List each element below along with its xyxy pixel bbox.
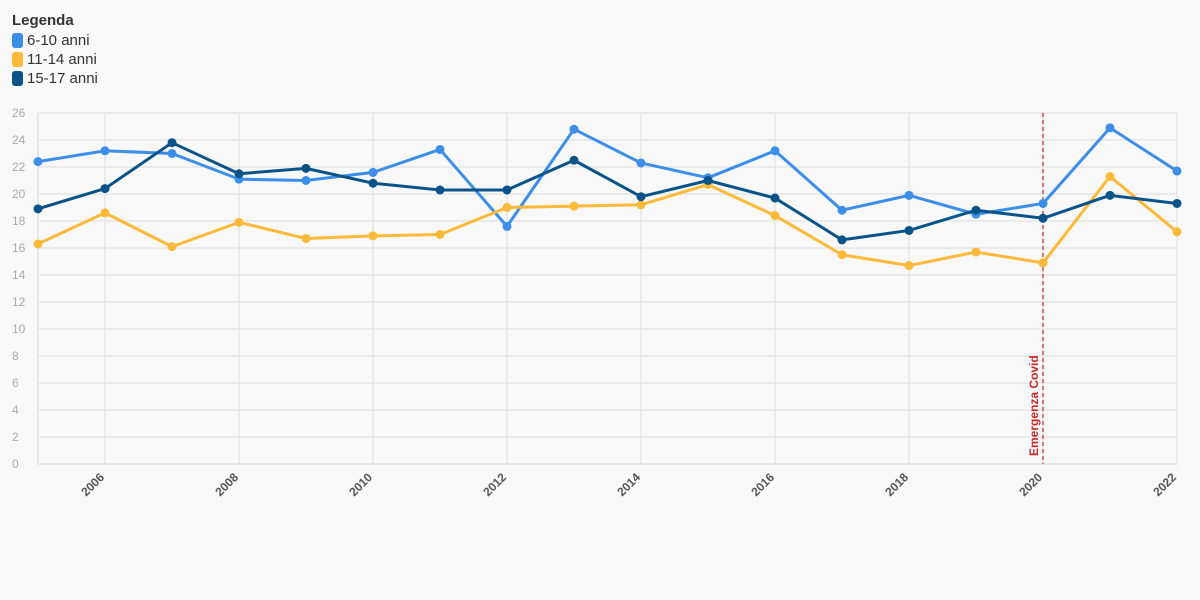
y-tick-label: 22 <box>12 160 26 174</box>
y-tick-label: 6 <box>12 376 19 390</box>
data-point <box>770 211 780 221</box>
data-point <box>435 144 445 154</box>
data-point <box>1038 213 1048 223</box>
data-point <box>971 205 981 215</box>
chart-legend: Legenda 6-10 anni 11-14 anni 15-17 anni <box>12 12 98 88</box>
data-point <box>502 185 512 195</box>
data-point <box>837 250 847 260</box>
x-tick-label: 2014 <box>614 470 643 499</box>
data-point <box>502 203 512 212</box>
data-point <box>770 193 780 203</box>
data-point <box>569 155 579 165</box>
data-point <box>636 192 646 202</box>
data-point <box>904 225 914 235</box>
y-tick-label: 24 <box>12 133 26 147</box>
legend-label: 6-10 anni <box>27 32 90 49</box>
data-point <box>703 176 713 185</box>
x-tick-label: 2010 <box>346 470 375 499</box>
y-tick-label: 10 <box>12 322 26 336</box>
legend-item-6-10[interactable]: 6-10 anni <box>12 31 98 50</box>
data-point <box>1105 171 1115 181</box>
y-tick-label: 14 <box>12 268 26 282</box>
y-tick-label: 20 <box>12 187 26 201</box>
data-point <box>837 235 847 245</box>
data-point <box>904 261 914 271</box>
data-point <box>837 205 847 215</box>
data-point <box>636 200 646 210</box>
data-point <box>770 146 780 156</box>
series-line-3 <box>36 141 1179 242</box>
legend-label: 11-14 anni <box>27 51 97 68</box>
data-point <box>1105 190 1115 200</box>
x-tick-label: 2016 <box>748 470 777 499</box>
data-point <box>368 231 378 241</box>
y-tick-label: 8 <box>12 349 19 363</box>
data-point <box>100 184 110 194</box>
y-tick-label: 4 <box>12 403 19 417</box>
y-tick-label: 12 <box>12 295 26 309</box>
legend-swatch <box>12 52 23 67</box>
y-tick-label: 2 <box>12 430 19 444</box>
data-point <box>636 158 646 168</box>
data-point <box>368 178 378 188</box>
series-line-2 <box>36 174 1179 268</box>
legend-swatch <box>12 33 23 48</box>
data-point <box>167 149 177 158</box>
x-tick-label: 2012 <box>480 470 509 499</box>
data-point <box>33 239 43 249</box>
x-tick-label: 2022 <box>1150 470 1179 499</box>
data-point <box>502 221 512 231</box>
data-point <box>904 190 914 200</box>
data-point <box>435 230 445 239</box>
data-point <box>33 157 43 167</box>
data-point <box>1172 166 1182 176</box>
data-point <box>33 204 43 214</box>
data-point <box>368 167 378 177</box>
legend-item-11-14[interactable]: 11-14 anni <box>12 50 98 69</box>
x-tick-label: 2020 <box>1016 470 1045 499</box>
data-point <box>1038 258 1048 268</box>
y-tick-label: 0 <box>12 457 19 471</box>
data-point <box>234 169 244 179</box>
data-point <box>167 242 177 252</box>
data-point <box>301 163 311 173</box>
annotation-label: Emergenza Covid <box>1027 355 1041 456</box>
data-point <box>234 217 244 227</box>
data-point <box>301 176 311 185</box>
legend-swatch <box>12 71 23 86</box>
legend-label: 15-17 anni <box>27 70 98 87</box>
y-tick-label: 26 <box>12 106 26 120</box>
data-point <box>100 146 110 156</box>
data-point <box>1105 123 1115 133</box>
data-point <box>435 185 445 195</box>
y-tick-label: 18 <box>12 214 26 228</box>
data-point <box>1172 227 1182 237</box>
x-tick-label: 2018 <box>882 470 911 499</box>
data-point <box>1038 198 1048 208</box>
data-point <box>569 201 579 211</box>
legend-title: Legenda <box>12 12 74 29</box>
data-point <box>971 247 981 257</box>
data-point <box>100 208 110 218</box>
data-point <box>1172 198 1182 208</box>
x-tick-label: 2008 <box>212 470 241 499</box>
data-point <box>167 138 177 148</box>
y-tick-label: 16 <box>12 241 26 255</box>
legend-item-15-17[interactable]: 15-17 anni <box>12 69 98 88</box>
x-tick-label: 2006 <box>78 470 107 499</box>
data-point <box>569 124 579 134</box>
data-point <box>301 234 311 244</box>
